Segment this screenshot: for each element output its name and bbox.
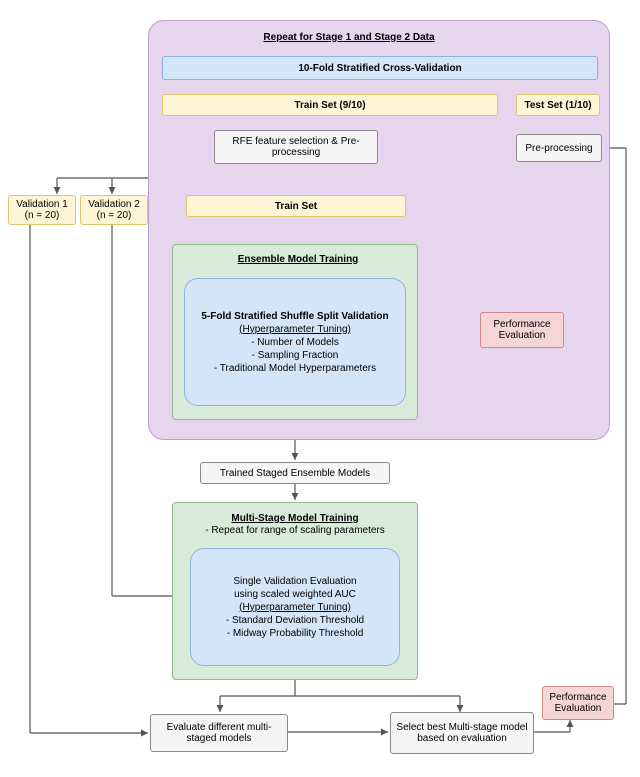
eval-diff-label: Evaluate different multi-staged models — [155, 722, 283, 744]
ensemble-item2: - Sampling Fraction — [252, 349, 339, 362]
ensemble-title: Ensemble Model Training — [238, 254, 359, 265]
select-best-box: Select best Multi-stage model based on e… — [390, 712, 534, 754]
stage-header-text: Repeat for Stage 1 and Stage 2 Data — [263, 32, 434, 43]
ensemble-inner: 5-Fold Stratified Shuffle Split Validati… — [184, 278, 406, 406]
trainset-box: Train Set — [186, 195, 406, 217]
testset-110: Test Set (1/10) — [516, 94, 600, 116]
stage-header: Repeat for Stage 1 and Stage 2 Data — [224, 28, 474, 46]
cv-label: 10-Fold Stratified Cross-Validation — [298, 63, 461, 74]
validation2-box: Validation 2 (n = 20) — [80, 195, 148, 225]
trainset-910: Train Set (9/10) — [162, 94, 498, 116]
multistage-inner: Single Validation Evaluation using scale… — [190, 548, 400, 666]
validation2-title: Validation 2 — [88, 199, 140, 210]
multistage-title-box: Multi-Stage Model Training - Repeat for … — [190, 510, 400, 540]
ensemble-title-box: Ensemble Model Training — [228, 252, 368, 266]
multi-inner-sub: (Hyperparameter Tuning) — [239, 601, 351, 614]
trainset-label: Train Set — [275, 201, 317, 212]
multi-inner-l1: Single Validation Evaluation — [233, 575, 356, 588]
validation1-box: Validation 1 (n = 20) — [8, 195, 76, 225]
preproc-label: Pre-processing — [525, 143, 592, 154]
rfe-label: RFE feature selection & Pre-processing — [219, 136, 373, 158]
multi-item1: - Standard Deviation Threshold — [226, 614, 364, 627]
trained-box: Trained Staged Ensemble Models — [200, 462, 390, 484]
perf-eval-2-label: Performance Evaluation — [547, 692, 609, 714]
rfe-box: RFE feature selection & Pre-processing — [214, 130, 378, 164]
perf-eval-1: Performance Evaluation — [480, 312, 564, 348]
multistage-title: Multi-Stage Model Training — [231, 513, 358, 525]
multi-item2: - Midway Probability Threshold — [227, 627, 364, 640]
ensemble-item1: - Number of Models — [251, 336, 339, 349]
testset-110-label: Test Set (1/10) — [524, 100, 591, 111]
multistage-sub: - Repeat for range of scaling parameters — [205, 525, 385, 537]
trained-label: Trained Staged Ensemble Models — [220, 468, 370, 479]
validation1-sub: (n = 20) — [25, 210, 60, 221]
cv-box: 10-Fold Stratified Cross-Validation — [162, 56, 598, 80]
ensemble-item3: - Traditional Model Hyperparameters — [214, 362, 376, 375]
perf-eval-2: Performance Evaluation — [542, 686, 614, 720]
perf-eval-1-label: Performance Evaluation — [485, 319, 559, 341]
validation2-sub: (n = 20) — [97, 210, 132, 221]
ensemble-inner-sub: (Hyperparameter Tuning) — [239, 323, 351, 336]
select-best-label: Select best Multi-stage model based on e… — [395, 722, 529, 744]
trainset-910-label: Train Set (9/10) — [294, 100, 365, 111]
validation1-title: Validation 1 — [16, 199, 68, 210]
eval-diff-box: Evaluate different multi-staged models — [150, 714, 288, 752]
ensemble-inner-title: 5-Fold Stratified Shuffle Split Validati… — [201, 310, 388, 323]
multi-inner-l2: using scaled weighted AUC — [234, 588, 356, 601]
preproc-box: Pre-processing — [516, 134, 602, 162]
